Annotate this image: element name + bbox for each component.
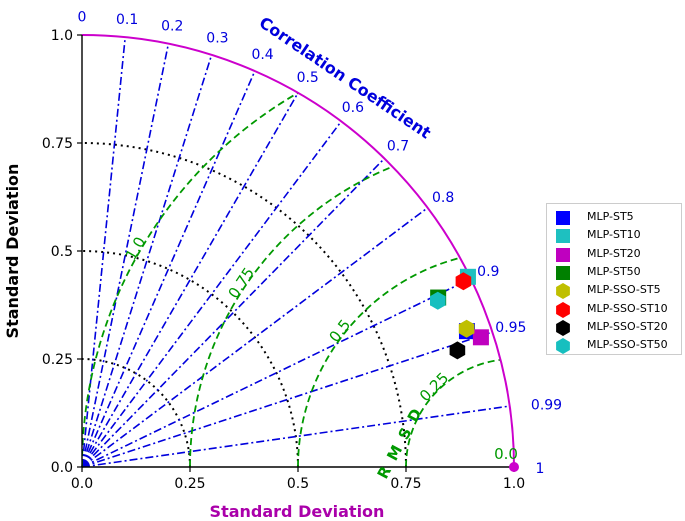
- legend-label: MLP-SSO-ST20: [587, 319, 668, 333]
- legend-hexagon: [556, 283, 570, 300]
- y-tick-label: 0.75: [42, 136, 73, 152]
- correlation-line: [81, 54, 213, 468]
- correlation-lines: [81, 37, 510, 468]
- x-tick-label: 1.0: [503, 476, 525, 492]
- legend-square: [556, 247, 570, 262]
- rmsd-contour-label: 0.5: [325, 316, 354, 346]
- legend-hexagon: [556, 319, 570, 336]
- correlation-line: [81, 120, 342, 468]
- legend-entry: MLP-SSO-ST50: [547, 336, 683, 355]
- legend-hexagon: [556, 338, 570, 355]
- outer-arc: [81, 34, 515, 468]
- std-contour-arc: [81, 358, 191, 468]
- correlation-line: [81, 405, 510, 468]
- legend-label: MLP-ST50: [587, 264, 641, 278]
- std-contour-arc: [81, 142, 407, 468]
- correlation-line: [81, 331, 493, 468]
- correlation-line: [81, 207, 429, 468]
- legend-entry: MLP-SSO-ST20: [547, 318, 683, 337]
- rmsd-contour: [297, 250, 514, 467]
- legend-marker: [556, 283, 570, 300]
- correlation-tick-label: 0.1: [116, 12, 138, 28]
- marker-MLP-SSO-ST10: [455, 272, 472, 291]
- plot-frame: [81, 34, 515, 468]
- data-markers: [430, 268, 519, 472]
- legend-entry: MLP-SSO-ST5: [547, 281, 683, 300]
- correlation-tick-labels: 0 0.1 0.2 0.3 0.4 0.5 0.6 0.7 0.8 0.9 0.95 0.99 1: [78, 10, 563, 477]
- legend-square: [556, 265, 570, 280]
- rmsd-contour-label: 1.0: [122, 234, 150, 264]
- legend-label: MLP-SSO-ST5: [587, 283, 661, 297]
- legend-marker: [556, 338, 570, 355]
- correlation-tick-label: 1: [535, 461, 544, 477]
- std-contour-arc: [81, 250, 299, 468]
- marker-MLP-SSO-ST20: [449, 341, 466, 360]
- legend-marker: [556, 229, 570, 244]
- correlation-line: [81, 277, 472, 468]
- correlation-line: [81, 92, 299, 468]
- correlation-line: [81, 70, 256, 468]
- correlation-line: [81, 43, 170, 468]
- x-tick-label: 0.5: [287, 476, 309, 492]
- legend-entry: MLP-ST50: [547, 263, 683, 282]
- y-tick-label: 0.25: [42, 352, 73, 368]
- legend: MLP-ST5 MLP-ST10 MLP-ST20 MLP-ST50 MLP-SSO-S…: [546, 203, 682, 355]
- axis-ticks: 0.0 0.25 0.5 0.75 1.0 0.0 0.25 0.5 0.75 1.0: [42, 28, 525, 492]
- y-tick-label: 1.0: [51, 28, 73, 44]
- rmsd-zero-label: 0.0: [494, 445, 518, 463]
- legend-marker: [556, 265, 570, 280]
- x-tick-label: 0.0: [71, 476, 93, 492]
- correlation-tick-label: 0.95: [495, 320, 526, 336]
- legend-marker: [556, 247, 570, 262]
- rmsd-contour-label: 0.25: [416, 369, 452, 405]
- legend-marker: [556, 301, 570, 318]
- rmsd-contour: [82, 35, 514, 467]
- legend-hexagon: [556, 301, 570, 318]
- correlation-tick-label: 0.3: [206, 30, 228, 46]
- legend-marker: [556, 319, 570, 336]
- correlation-tick-label: 0.99: [531, 397, 562, 413]
- correlation-tick-label: 0.8: [432, 190, 454, 206]
- reference-point: [509, 462, 519, 472]
- correlation-tick-label: 0.4: [251, 47, 273, 63]
- legend-square: [556, 229, 570, 244]
- legend-entry: MLP-ST10: [547, 226, 683, 245]
- legend-label: MLP-SSO-ST50: [587, 338, 668, 352]
- y-axis-label: Standard Deviation: [3, 164, 22, 339]
- legend-label: MLP-SSO-ST10: [587, 301, 668, 315]
- std-contours: [81, 142, 407, 468]
- rmsd-axis-label: RMSD: [374, 398, 430, 482]
- x-tick-label: 0.25: [174, 476, 205, 492]
- correlation-tick-label: 0.5: [297, 70, 319, 86]
- marker-MLP-SSO-ST5: [458, 319, 475, 338]
- x-tick-label: 0.75: [390, 476, 421, 492]
- legend-label: MLP-ST10: [587, 228, 641, 242]
- correlation-tick-label: 0.6: [342, 100, 364, 116]
- y-tick-label: 0.0: [51, 460, 73, 476]
- y-tick-label: 0.5: [51, 244, 73, 260]
- legend-marker: [556, 211, 570, 225]
- correlation-line: [81, 37, 126, 468]
- x-axis-label: Standard Deviation: [210, 502, 385, 521]
- legend-label: MLP-ST5: [587, 210, 634, 223]
- legend-square: [556, 211, 570, 225]
- correlation-tick-label: 0.2: [161, 19, 183, 35]
- correlation-line: [81, 157, 385, 468]
- legend-entry: MLP-ST20: [547, 245, 683, 264]
- legend-label: MLP-ST20: [587, 246, 641, 260]
- legend-entry: MLP-ST5: [547, 208, 683, 227]
- marker-MLP-SSO-ST50: [430, 291, 446, 310]
- marker-MLP-ST20: [472, 329, 489, 346]
- correlation-tick-label: 0.7: [387, 139, 409, 155]
- legend-entry: MLP-SSO-ST10: [547, 300, 683, 319]
- rmsd-contour: [405, 358, 514, 467]
- correlation-tick-label: 0.9: [477, 264, 499, 280]
- correlation-tick-label: 0: [78, 10, 87, 26]
